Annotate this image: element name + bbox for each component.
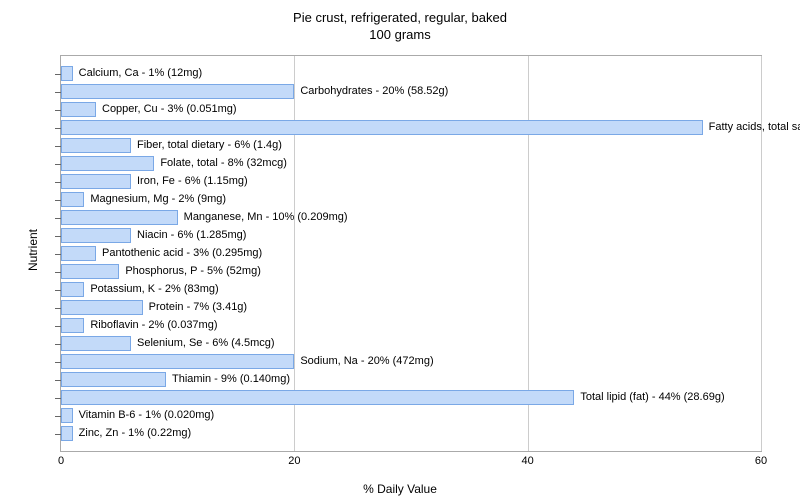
bar: [61, 174, 131, 189]
bar: [61, 228, 131, 243]
y-tick: [55, 362, 61, 363]
y-tick: [55, 110, 61, 111]
bar: [61, 210, 178, 225]
plot-area: 0204060Calcium, Ca - 1% (12mg)Carbohydra…: [60, 55, 762, 452]
y-tick: [55, 146, 61, 147]
y-tick: [55, 128, 61, 129]
bar: [61, 156, 154, 171]
bar-label: Sodium, Na - 20% (472mg): [300, 354, 433, 369]
y-tick: [55, 164, 61, 165]
bar-label: Manganese, Mn - 10% (0.209mg): [184, 210, 348, 225]
bar: [61, 408, 73, 423]
bar: [61, 282, 84, 297]
bar-label: Iron, Fe - 6% (1.15mg): [137, 174, 248, 189]
bar-label: Thiamin - 9% (0.140mg): [172, 372, 290, 387]
bar: [61, 246, 96, 261]
y-tick: [55, 290, 61, 291]
y-tick: [55, 200, 61, 201]
bar: [61, 264, 119, 279]
bar-label: Fatty acids, total saturated - 55% (11.0…: [709, 120, 800, 135]
bar: [61, 372, 166, 387]
bar-label: Copper, Cu - 3% (0.051mg): [102, 102, 237, 117]
bar: [61, 390, 574, 405]
bar: [61, 336, 131, 351]
chart-title: Pie crust, refrigerated, regular, baked …: [0, 0, 800, 44]
y-tick: [55, 416, 61, 417]
title-line2: 100 grams: [369, 27, 430, 42]
title-line1: Pie crust, refrigerated, regular, baked: [293, 10, 507, 25]
y-tick: [55, 434, 61, 435]
y-tick: [55, 182, 61, 183]
bar-label: Selenium, Se - 6% (4.5mcg): [137, 336, 275, 351]
bar: [61, 84, 294, 99]
y-tick: [55, 74, 61, 75]
bar: [61, 426, 73, 441]
gridline: [761, 56, 762, 451]
bar-label: Fiber, total dietary - 6% (1.4g): [137, 138, 282, 153]
bar-label: Calcium, Ca - 1% (12mg): [79, 66, 202, 81]
bar-label: Total lipid (fat) - 44% (28.69g): [580, 390, 724, 405]
bar: [61, 102, 96, 117]
y-tick: [55, 326, 61, 327]
x-axis-label: % Daily Value: [0, 482, 800, 496]
bar: [61, 300, 143, 315]
bar-label: Protein - 7% (3.41g): [149, 300, 247, 315]
bar: [61, 120, 703, 135]
bar-label: Magnesium, Mg - 2% (9mg): [90, 192, 226, 207]
bar-label: Phosphorus, P - 5% (52mg): [125, 264, 261, 279]
bar-label: Niacin - 6% (1.285mg): [137, 228, 246, 243]
y-tick: [55, 272, 61, 273]
bar-label: Pantothenic acid - 3% (0.295mg): [102, 246, 262, 261]
bar-label: Carbohydrates - 20% (58.52g): [300, 84, 448, 99]
y-axis-label: Nutrient: [26, 229, 40, 271]
y-tick: [55, 218, 61, 219]
y-tick: [55, 380, 61, 381]
bar-label: Riboflavin - 2% (0.037mg): [90, 318, 217, 333]
y-tick: [55, 398, 61, 399]
x-tick-label: 20: [288, 455, 300, 467]
y-tick: [55, 254, 61, 255]
y-tick: [55, 236, 61, 237]
x-tick-label: 40: [522, 455, 534, 467]
bar: [61, 138, 131, 153]
y-tick: [55, 308, 61, 309]
bar: [61, 66, 73, 81]
y-tick: [55, 344, 61, 345]
bar-label: Vitamin B-6 - 1% (0.020mg): [79, 408, 215, 423]
y-tick: [55, 92, 61, 93]
bar: [61, 192, 84, 207]
bar-label: Potassium, K - 2% (83mg): [90, 282, 218, 297]
x-tick-label: 0: [58, 455, 64, 467]
bar: [61, 354, 294, 369]
bar-label: Zinc, Zn - 1% (0.22mg): [79, 426, 191, 441]
bar: [61, 318, 84, 333]
x-tick-label: 60: [755, 455, 767, 467]
bar-label: Folate, total - 8% (32mcg): [160, 156, 287, 171]
